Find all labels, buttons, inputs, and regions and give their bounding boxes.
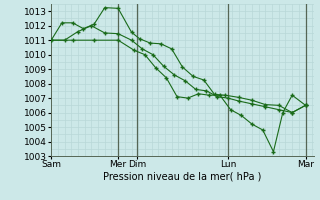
X-axis label: Pression niveau de la mer( hPa ): Pression niveau de la mer( hPa ) [103, 172, 261, 182]
